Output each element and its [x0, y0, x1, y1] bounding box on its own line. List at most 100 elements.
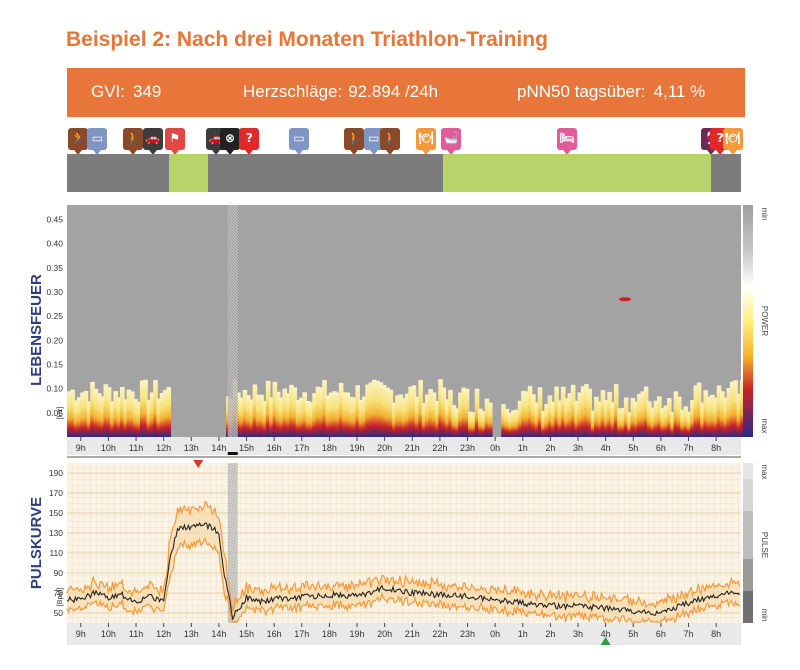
meal-icon[interactable]: 🍽 [416, 128, 437, 150]
power-cell [345, 392, 351, 437]
power-cell [415, 396, 420, 437]
power-cell [362, 396, 367, 437]
spectro-ytick: 0.45 [46, 215, 63, 225]
power-cell [567, 393, 573, 437]
spectro-ylabel: LEBENSFEUER [28, 274, 45, 386]
power-cell [292, 387, 298, 437]
pulse-xtick: 7h [684, 629, 694, 639]
power-cell [424, 394, 430, 437]
power-cell [696, 382, 702, 437]
power-cell [143, 379, 148, 437]
spectro-xtick: 15h [239, 443, 254, 453]
time-marker [227, 452, 238, 455]
power-cell [690, 400, 695, 437]
power-cell [710, 394, 715, 437]
power-cell [358, 399, 364, 437]
power-cell [110, 401, 115, 437]
power-cell [524, 391, 530, 437]
pulse-xtick: 17h [294, 629, 309, 639]
pnn50-stat: pNN50 tagsüber: 4,11 % [517, 82, 705, 102]
icon-pointer [446, 150, 455, 155]
power-cell [299, 397, 304, 437]
cancel-icon[interactable]: ⊗ [219, 128, 240, 150]
power-cell [418, 380, 423, 437]
power-cell [547, 395, 553, 437]
monitor-icon[interactable]: ▭ [289, 128, 310, 150]
power-cell [156, 398, 162, 437]
power-cell [395, 395, 400, 437]
power-cell [594, 396, 599, 437]
pulse-xtick: 11h [129, 629, 143, 639]
power-cell [706, 396, 712, 437]
car-icon[interactable]: 🚗 [142, 128, 163, 150]
power-colorbar [743, 205, 753, 437]
spectro-xtick: 3h [573, 443, 583, 453]
question-icon[interactable]: ? [239, 128, 260, 150]
pulse-xtick: 0h [490, 629, 500, 639]
spectro-xaxis-band [67, 437, 741, 455]
power-cell [149, 392, 155, 437]
icon-pointer [170, 150, 179, 155]
power-cell [617, 408, 622, 437]
hiking-icon[interactable]: 🚶 [380, 128, 401, 150]
power-cell [315, 386, 321, 437]
power-cell [511, 410, 516, 437]
spectro-xtick: 6h [656, 443, 666, 453]
power-cell [434, 401, 440, 437]
power-cell [245, 395, 251, 437]
pulse-xaxis-band [67, 623, 741, 645]
lebensfeuer-chart: 0.45 0.40 0.35 0.30 0.25 0.20 0.15 0.10 0.05 LEB… [28, 205, 769, 455]
activity-segment-gray [67, 154, 170, 192]
spectro-ytick: 0.10 [46, 384, 63, 394]
hiking-icon[interactable]: 🚶 [344, 128, 365, 150]
pulskurve-chart: 190 170 150 130 110 90 70 50 PULSKURVE [BpM] ma… [28, 456, 769, 645]
bath-icon[interactable]: 🛁 [440, 128, 461, 150]
pulse-xtick: 2h [545, 629, 555, 639]
sport-icon[interactable]: ⚑ [164, 128, 185, 150]
power-cell [146, 400, 152, 437]
power-cell [308, 402, 314, 437]
power-cell [521, 390, 526, 437]
meal-icon[interactable]: 🍽 [722, 128, 743, 150]
power-cell [564, 398, 569, 437]
power-cell [428, 389, 433, 437]
spectro-xtick: 21h [405, 443, 420, 453]
icon-pointer [350, 150, 359, 155]
power-cell [76, 397, 82, 437]
power-cell [557, 400, 563, 437]
spectro-xtick: 17h [294, 443, 309, 453]
running-icon[interactable]: 🏃 [68, 128, 89, 150]
power-cell [451, 405, 457, 437]
power-cell [666, 398, 672, 437]
power-cell [411, 385, 417, 437]
bed-icon[interactable]: 🛏 [556, 128, 577, 150]
spectro-ytick: 0.30 [46, 287, 63, 297]
power-cell [570, 384, 576, 437]
power-cell [385, 387, 390, 437]
power-cell [322, 380, 327, 437]
power-cell [584, 384, 589, 437]
activity-segment-gray [710, 154, 741, 192]
monitor-icon[interactable]: ▭ [363, 128, 384, 150]
power-cell [352, 397, 357, 437]
power-cell [723, 397, 728, 437]
power-cell [587, 388, 593, 437]
power-cell [73, 400, 79, 437]
power-cell [302, 392, 307, 437]
icon-pointer [245, 150, 254, 155]
icon-pointer [422, 150, 431, 155]
power-cell [657, 396, 662, 437]
activity-segment-gray [207, 154, 443, 192]
power-cell [355, 385, 360, 437]
hiking-icon[interactable]: 🚶 [123, 128, 144, 150]
icon-pointer [706, 150, 715, 155]
power-cell [643, 386, 649, 437]
pulse-ytick: 110 [49, 548, 63, 558]
power-cell [680, 409, 685, 437]
monitor-icon[interactable]: ▭ [87, 128, 108, 150]
pulse-xtick: 14h [211, 629, 226, 639]
power-cell [405, 393, 410, 437]
power-cell [391, 402, 397, 437]
power-cell [487, 402, 493, 437]
spectro-xtick: 14h [211, 443, 226, 453]
